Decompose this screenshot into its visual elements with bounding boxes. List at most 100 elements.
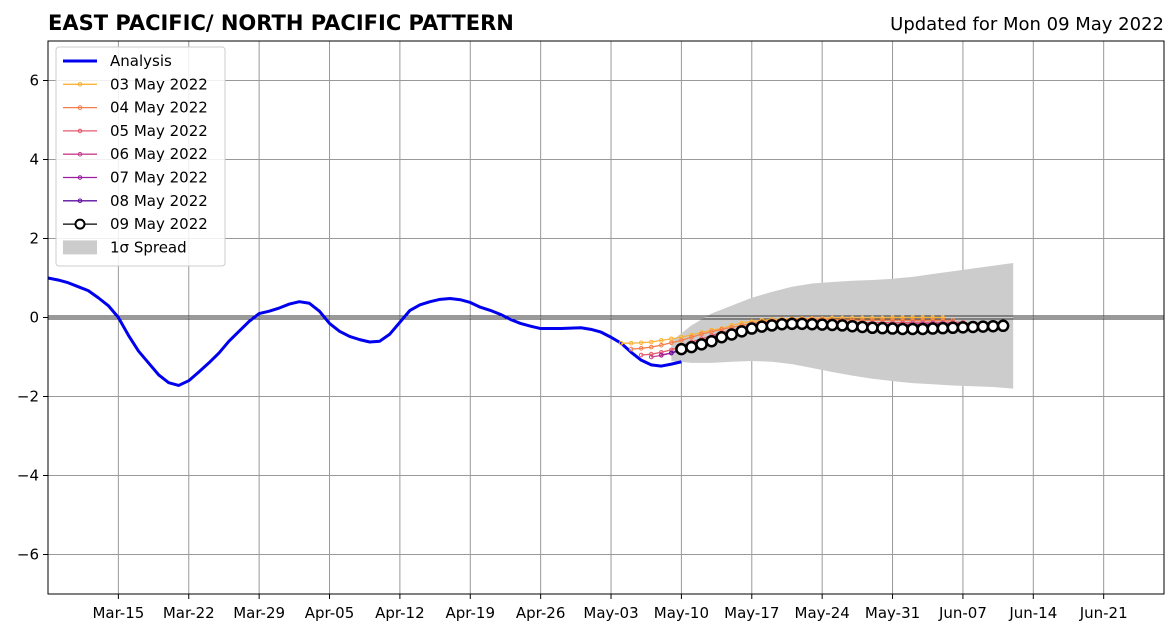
forecast-point [896, 322, 909, 336]
forecast-point [658, 352, 664, 358]
y-tick-label: −2 [17, 388, 39, 406]
forecast-point [735, 325, 748, 338]
legend-item: 08 May 2022 [63, 192, 208, 210]
forecast-point [689, 334, 694, 340]
forecast-point [628, 346, 634, 352]
x-tick-label: May-17 [724, 604, 779, 622]
forecast-point [638, 352, 644, 358]
chart-title: EAST PACIFIC/ NORTH PACIFIC PATTERN [48, 11, 514, 35]
forecast-point [705, 334, 718, 348]
forecast-point [669, 340, 674, 346]
plot-frame [47, 40, 1165, 595]
forecast-point [910, 315, 915, 320]
forecast-point [679, 338, 684, 343]
legend-item: 1σ Spread [63, 238, 187, 256]
x-tick-label: Apr-26 [516, 604, 566, 622]
legend-marker [74, 218, 86, 230]
forecast-point [805, 317, 819, 331]
legend-label: 07 May 2022 [110, 169, 208, 187]
x-tick-label: Jun-07 [938, 604, 987, 622]
x-tick-label: Jun-21 [1079, 604, 1128, 622]
forecast-point [648, 351, 654, 357]
legend-label: Analysis [110, 52, 172, 70]
legend-marker [77, 175, 83, 180]
forecast-point [715, 331, 728, 344]
forecast-point [699, 331, 704, 337]
forecast-point [946, 321, 960, 335]
legend-marker [77, 105, 83, 110]
forecast-point [876, 321, 889, 335]
forecast-point [685, 340, 698, 354]
forecast-point [648, 344, 654, 350]
x-tick-label: Mar-15 [92, 604, 144, 622]
forecast-point [836, 319, 849, 332]
forecast-point [745, 322, 759, 335]
forecast-point [920, 315, 926, 320]
forecast-point [695, 338, 708, 351]
forecast-point [618, 340, 624, 346]
y-tick-label: 6 [29, 72, 39, 90]
forecast-point [638, 340, 644, 346]
y-tick-label: 4 [29, 151, 39, 169]
legend-marker [77, 151, 83, 157]
forecast-point [846, 319, 859, 333]
forecast-point [628, 340, 634, 346]
chart-subtitle: Updated for Mon 09 May 2022 [890, 14, 1164, 35]
forecast-point [926, 322, 940, 335]
forecast-point [675, 342, 688, 356]
legend-label: 05 May 2022 [110, 122, 208, 140]
forecast-point [648, 354, 654, 360]
forecast-point [725, 328, 738, 341]
x-tick-label: Mar-22 [163, 604, 215, 622]
legend-item: 05 May 2022 [63, 122, 208, 140]
forecast-point [669, 350, 674, 356]
legend-label: 09 May 2022 [110, 215, 208, 233]
legend-label: 1σ Spread [110, 238, 187, 256]
y-tick-label: −6 [17, 546, 39, 564]
forecast-point [886, 322, 899, 335]
legend-item: 04 May 2022 [63, 99, 208, 117]
forecast-point [658, 342, 664, 348]
forecast-point [638, 346, 644, 351]
forecast-point [785, 317, 799, 331]
x-tick-label: May-24 [795, 604, 850, 622]
forecast-point [825, 318, 839, 332]
x-tick-label: Mar-29 [233, 604, 285, 622]
x-tick-label: Apr-19 [446, 604, 496, 622]
legend-item: 07 May 2022 [63, 169, 208, 187]
legend-label: 04 May 2022 [110, 99, 208, 117]
legend-marker [77, 198, 83, 204]
forecast-point [795, 317, 809, 331]
forecast-point [856, 320, 869, 334]
y-tick-label: −4 [17, 467, 39, 485]
x-tick-label: May-03 [583, 604, 638, 622]
forecast-point [966, 320, 980, 334]
forecast-point [775, 317, 789, 331]
forecast-point [890, 315, 895, 320]
legend-label: 03 May 2022 [110, 75, 208, 93]
y-tick-label: 0 [29, 309, 39, 327]
legend-label: 06 May 2022 [110, 145, 208, 163]
x-tick-label: May-31 [865, 604, 920, 622]
analysis-line [47, 276, 682, 387]
forecast-point [986, 319, 1000, 333]
x-tick-label: Jun-14 [1008, 604, 1057, 622]
forecast-point [956, 321, 970, 334]
forecast-point [940, 315, 946, 320]
forecast-point [900, 315, 905, 320]
legend-marker [77, 128, 83, 134]
plot-area: Mar-15 Mar-22 Mar-29 Apr-05 Apr-12 Apr-19 Apr-… [17, 40, 1165, 622]
x-tick-label: May-10 [654, 604, 709, 622]
legend-frame [55, 46, 226, 267]
legend-swatch [63, 240, 97, 255]
y-tick-label: 2 [29, 230, 39, 248]
forecast-point [916, 322, 929, 336]
forecast-point [648, 339, 654, 345]
x-tick-label: Apr-12 [375, 604, 425, 622]
legend-item: Analysis [63, 52, 172, 70]
legend-item: 09 May 2022 [63, 215, 208, 233]
legend: Analysis 03 May 2022 04 May 2022 05 May 202… [55, 46, 226, 267]
forecast-point [930, 315, 936, 320]
forecast-point [996, 319, 1010, 333]
